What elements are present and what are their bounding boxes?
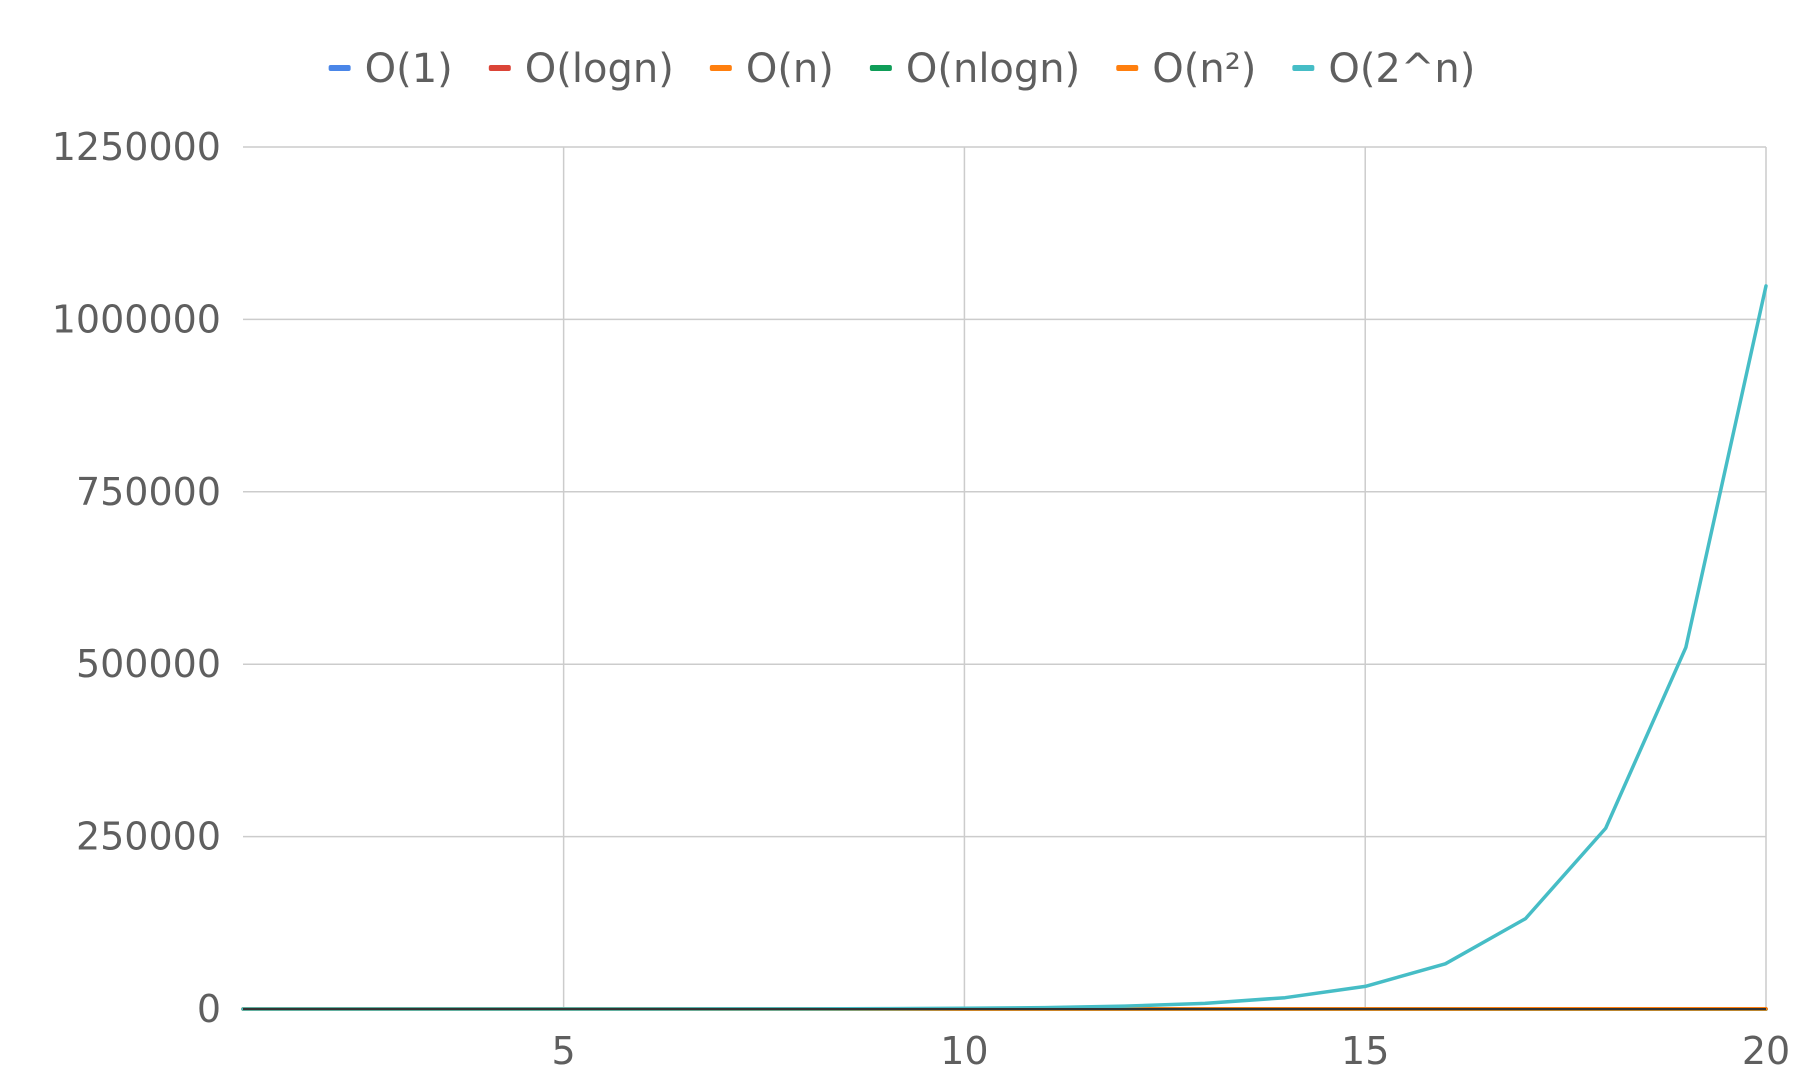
legend-swatch	[489, 65, 511, 71]
legend-item: O(1)	[329, 46, 453, 92]
y-tick-label: 250000	[76, 815, 221, 859]
x-axis: 5 10 15 20	[243, 1009, 1790, 1073]
y-axis: 0 250000 500000 750000 1000000 1250000	[52, 125, 221, 1031]
legend-swatch	[1116, 65, 1138, 71]
legend-item: O(logn)	[489, 46, 674, 92]
y-tick-label: 750000	[76, 470, 221, 514]
legend-item: O(n)	[710, 46, 834, 92]
y-tick-label: 0	[197, 987, 221, 1031]
legend-item: O(2^n)	[1292, 46, 1475, 92]
x-tick-label: 10	[940, 1029, 988, 1073]
x-tick-label: 5	[552, 1029, 576, 1073]
legend-label: O(1)	[365, 46, 453, 92]
series-lines	[243, 286, 1766, 1009]
gridlines	[243, 147, 1766, 1009]
y-tick-label: 500000	[76, 642, 221, 686]
y-tick-label: 1000000	[52, 297, 221, 341]
series-line-5	[243, 286, 1766, 1009]
legend-label: O(n)	[746, 46, 834, 92]
legend-swatch	[329, 65, 351, 71]
legend-item: O(nlogn)	[870, 46, 1080, 92]
legend-swatch	[710, 65, 732, 71]
x-tick-label: 15	[1341, 1029, 1389, 1073]
legend-label: O(2^n)	[1328, 46, 1475, 92]
x-tick-label: 20	[1742, 1029, 1790, 1073]
legend-swatch	[870, 65, 892, 71]
legend-label: O(n²)	[1152, 46, 1256, 92]
y-tick-label: 1250000	[52, 125, 221, 169]
legend: O(1) O(logn) O(n) O(nlogn) O(n²) O(2^n)	[329, 46, 1476, 92]
legend-item: O(n²)	[1116, 46, 1256, 92]
legend-label: O(nlogn)	[906, 46, 1080, 92]
legend-swatch	[1292, 65, 1314, 71]
legend-label: O(logn)	[525, 46, 674, 92]
